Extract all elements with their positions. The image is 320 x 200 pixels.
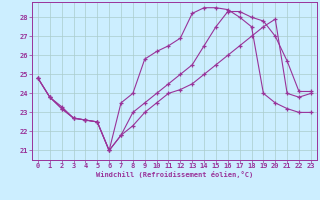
X-axis label: Windchill (Refroidissement éolien,°C): Windchill (Refroidissement éolien,°C) — [96, 171, 253, 178]
